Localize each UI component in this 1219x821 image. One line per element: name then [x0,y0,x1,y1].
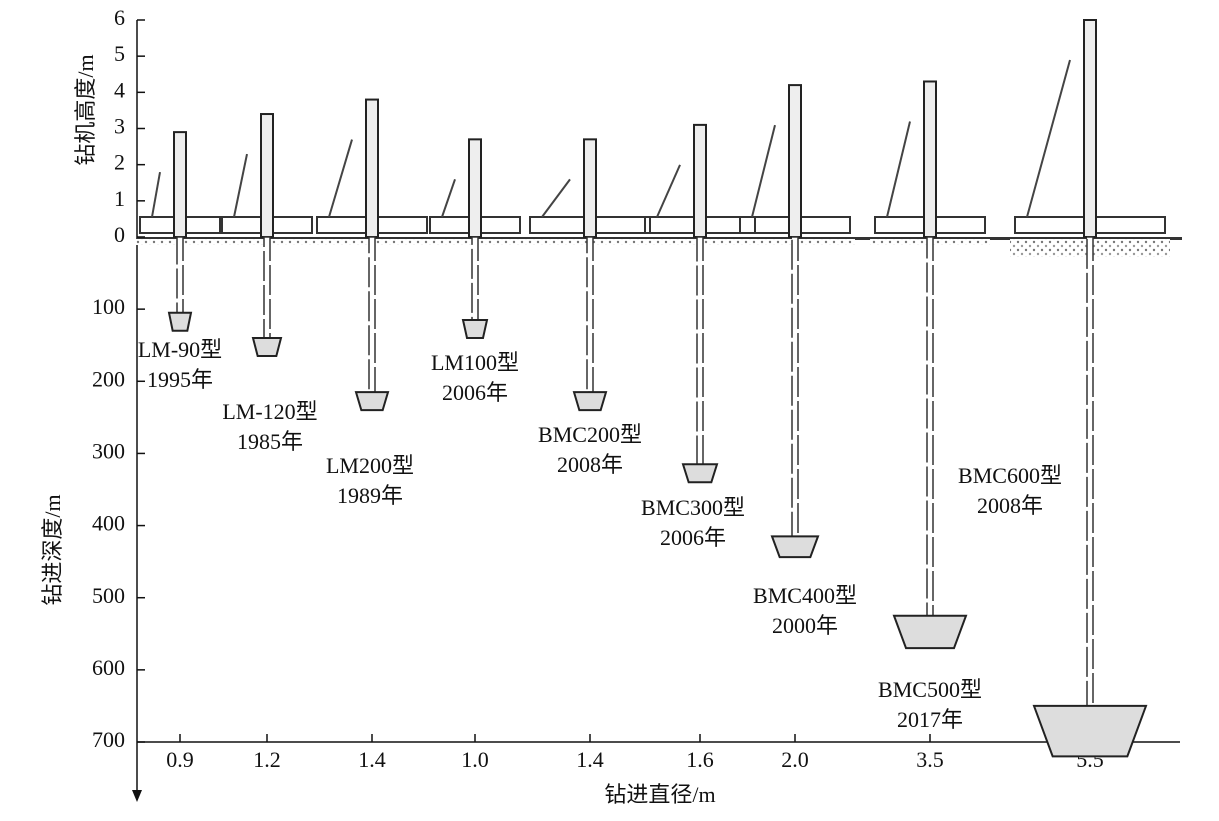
drill-string [586,236,594,393]
y-tick-label: 2 [114,150,125,175]
drill-bit [354,391,390,412]
drill-bit [251,337,283,357]
x-tick-label: 0.9 [166,747,194,772]
x-tick-label: 1.0 [461,747,489,772]
y-tick-label: 1 [114,186,125,211]
drill-string [791,236,799,538]
drill-string [368,236,376,393]
drill-string [176,236,184,314]
drill-bit [572,391,608,412]
drill-bit [167,311,193,332]
y2-tick-label: 400 [92,511,125,536]
year-label: 1995年 [147,367,213,392]
y2-tick-label: 300 [92,438,125,463]
year-label: 1985年 [237,429,303,454]
y-axis-title: 钻机高度/m [73,54,98,165]
crane-boom [441,179,456,218]
year-label: 1989年 [337,483,403,508]
crane-boom [751,124,776,218]
x-tick-label: 1.2 [253,747,281,772]
model-label: BMC400型 [753,583,857,608]
x-axis-title: 钻进直径/m [604,782,715,807]
x-tick-label: 3.5 [916,747,944,772]
y-tick-label: 6 [114,5,125,30]
drill-bit [770,535,820,559]
rig-mast [693,123,707,238]
y2-tick-label: 100 [92,294,125,319]
y-tick-label: 4 [114,77,125,102]
ground-line [137,237,1182,240]
year-label: 2000年 [772,613,838,638]
drill-bit [1032,704,1148,758]
model-label: BMC300型 [641,495,745,520]
y2-tick-label: 600 [92,655,125,680]
crane-boom [656,164,681,218]
y-tick-label: 0 [114,222,125,247]
crane-boom [151,171,161,218]
drill-string [926,236,934,617]
year-label: 2006年 [442,380,508,405]
x-tick-label: 1.6 [686,747,714,772]
crane-boom [1026,59,1071,218]
rig-mast [173,131,187,238]
model-label: LM-120型 [222,399,317,424]
year-label: 2008年 [977,493,1043,518]
x-tick-label: 1.4 [358,747,386,772]
x-tick-label: 2.0 [781,747,809,772]
drill-string [696,236,704,465]
drill-bit [461,318,489,339]
y2-tick-label: 200 [92,366,125,391]
model-label: BMC200型 [538,422,642,447]
y2-tick-label: 500 [92,583,125,608]
axis-arrow [132,790,142,802]
drill-bit [892,614,968,650]
rig-mast [788,84,802,238]
model-label: LM-90型 [138,337,222,362]
x-tick-label: 1.4 [576,747,604,772]
crane-boom [233,153,248,218]
rig-mast [923,80,937,238]
model-label: LM200型 [326,453,414,478]
y2-axis-title: 钻进深度/m [40,494,65,605]
drill-bit [681,463,719,484]
drill-string [1086,236,1094,707]
rig-mast [468,138,482,239]
drill-string [471,236,479,321]
rig-mast [583,138,597,239]
model-label: BMC500型 [878,677,982,702]
rig-mast [1083,19,1097,238]
y-tick-label: 5 [114,41,125,66]
year-label: 2017年 [897,707,963,732]
model-label: BMC600型 [958,463,1062,488]
crane-boom [886,121,911,218]
y2-tick-label: 700 [92,727,125,752]
rig-mast [365,98,379,238]
y-tick-label: 3 [114,114,125,139]
drill-string [263,236,271,339]
year-label: 2006年 [660,525,726,550]
crane-boom [328,139,353,218]
crane-boom [541,178,571,218]
year-label: 2008年 [557,452,623,477]
rig-mast [260,113,274,238]
model-label: LM100型 [431,350,519,375]
